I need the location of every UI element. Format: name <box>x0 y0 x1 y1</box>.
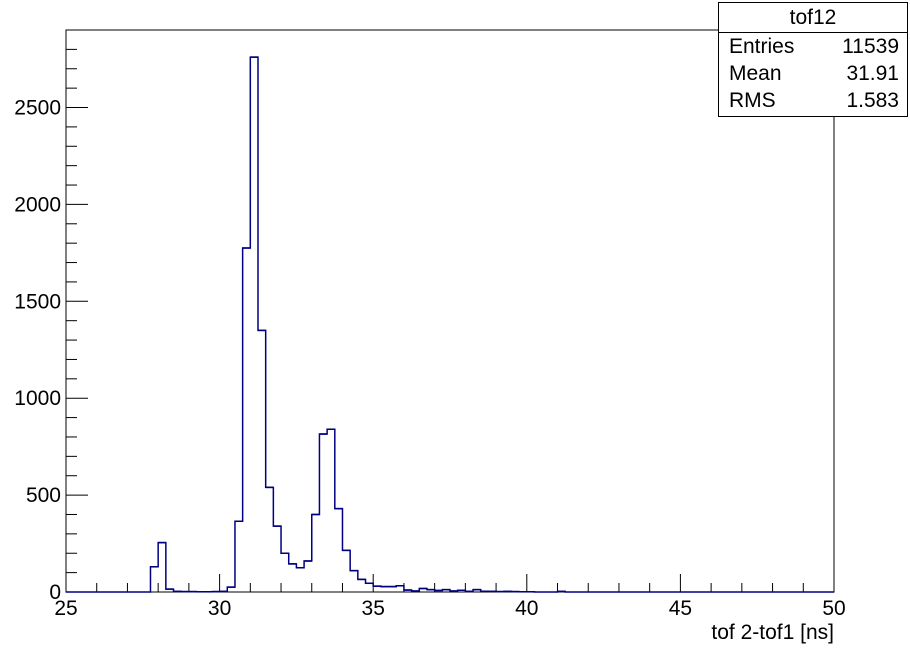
histogram-bins <box>150 56 566 593</box>
stats-label: Entries <box>729 35 795 58</box>
stats-row-mean: Mean 31.91 <box>719 60 907 87</box>
stats-value: 11539 <box>842 35 899 58</box>
y-tick-label: 500 <box>26 484 61 507</box>
histogram-line <box>66 56 834 593</box>
x-tick-label: 30 <box>208 597 231 620</box>
stats-label: RMS <box>729 89 776 112</box>
x-axis-label: tof 2-tof1 [ns] <box>711 621 834 644</box>
stats-label: Mean <box>729 62 782 85</box>
x-tick-label: 40 <box>515 597 538 620</box>
stats-title: tof12 <box>719 3 907 33</box>
stats-value: 1.583 <box>846 89 899 112</box>
stats-row-entries: Entries 11539 <box>719 33 907 60</box>
stats-value: 31.91 <box>846 62 899 85</box>
x-tick-label: 45 <box>669 597 692 620</box>
x-tick-label: 50 <box>822 597 845 620</box>
y-tick-label: 2000 <box>14 193 61 216</box>
y-tick-label: 2500 <box>14 97 61 120</box>
x-tick-label: 35 <box>362 597 385 620</box>
plot-frame <box>65 29 835 593</box>
stats-box: tof12 Entries 11539 Mean 31.91 RMS 1.583 <box>718 2 908 117</box>
y-tick-label: 1000 <box>14 387 61 410</box>
stats-row-rms: RMS 1.583 <box>719 87 907 114</box>
x-tick-label: 25 <box>54 597 77 620</box>
y-tick-label: 0 <box>49 581 61 604</box>
y-tick-label: 1500 <box>14 290 61 313</box>
